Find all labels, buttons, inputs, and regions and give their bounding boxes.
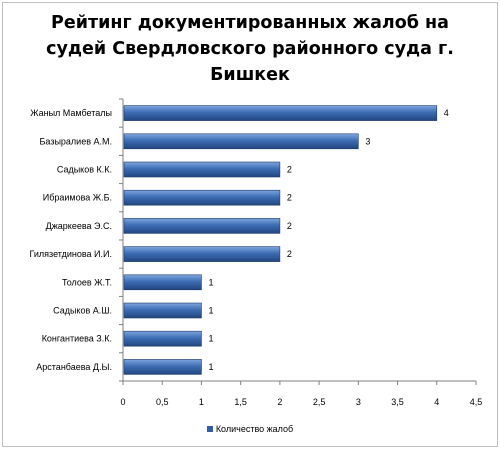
data-label: 3: [365, 136, 370, 146]
bar: [123, 161, 281, 178]
data-label: 2: [287, 221, 292, 231]
category-label: Толоев Ж.Т.: [62, 277, 112, 287]
data-label: 4: [444, 108, 449, 118]
legend-swatch: [206, 426, 213, 432]
x-tick-label: 0: [120, 397, 125, 407]
bar: [123, 189, 281, 206]
category-label: Жаныл Мамбеталы: [30, 108, 112, 118]
x-tick-label: 2,5: [313, 397, 326, 407]
category-label: Садыков А.Ш.: [53, 306, 112, 316]
bar: [123, 218, 281, 234]
bar: [123, 246, 281, 262]
data-label: 2: [287, 165, 292, 175]
bar: [123, 133, 359, 150]
x-tick-label: 3,5: [391, 397, 404, 407]
data-label: 1: [208, 362, 213, 372]
category-label: Джаркеева Э.С.: [46, 221, 112, 231]
category-label: Конгантиева З.К.: [42, 334, 112, 344]
x-tick-label: 4: [434, 397, 439, 407]
category-label: Гилязетдинова И.И.: [30, 249, 112, 259]
data-label: 2: [287, 193, 292, 203]
category-label: Садыков К.К.: [57, 165, 112, 175]
x-tick-label: 3: [356, 397, 361, 407]
data-label: 1: [208, 334, 213, 344]
bar: [123, 302, 202, 319]
x-tick-label: 1,5: [234, 397, 247, 407]
category-label: Ибраимова Ж.Б.: [43, 193, 112, 203]
category-label: Базыралиев А.М.: [40, 136, 112, 146]
data-label: 2: [287, 249, 292, 259]
chart-title: Рейтинг документированных жалоб на судей…: [46, 13, 454, 85]
x-tick-label: 1: [199, 397, 204, 407]
x-tick-label: 0,5: [156, 397, 169, 407]
data-label: 1: [208, 277, 213, 287]
bar: [123, 359, 202, 375]
data-label: 1: [208, 306, 213, 316]
bar: [123, 105, 438, 121]
category-label: Арстанбаева Д.Ы.: [36, 362, 112, 372]
legend-label: Количество жалоб: [215, 424, 294, 434]
chart-legend: Количество жалоб: [0, 424, 500, 434]
bar: [123, 274, 202, 291]
x-tick-label: 4,5: [470, 397, 483, 407]
x-tick-label: 2: [277, 397, 282, 407]
bar: [123, 330, 202, 347]
